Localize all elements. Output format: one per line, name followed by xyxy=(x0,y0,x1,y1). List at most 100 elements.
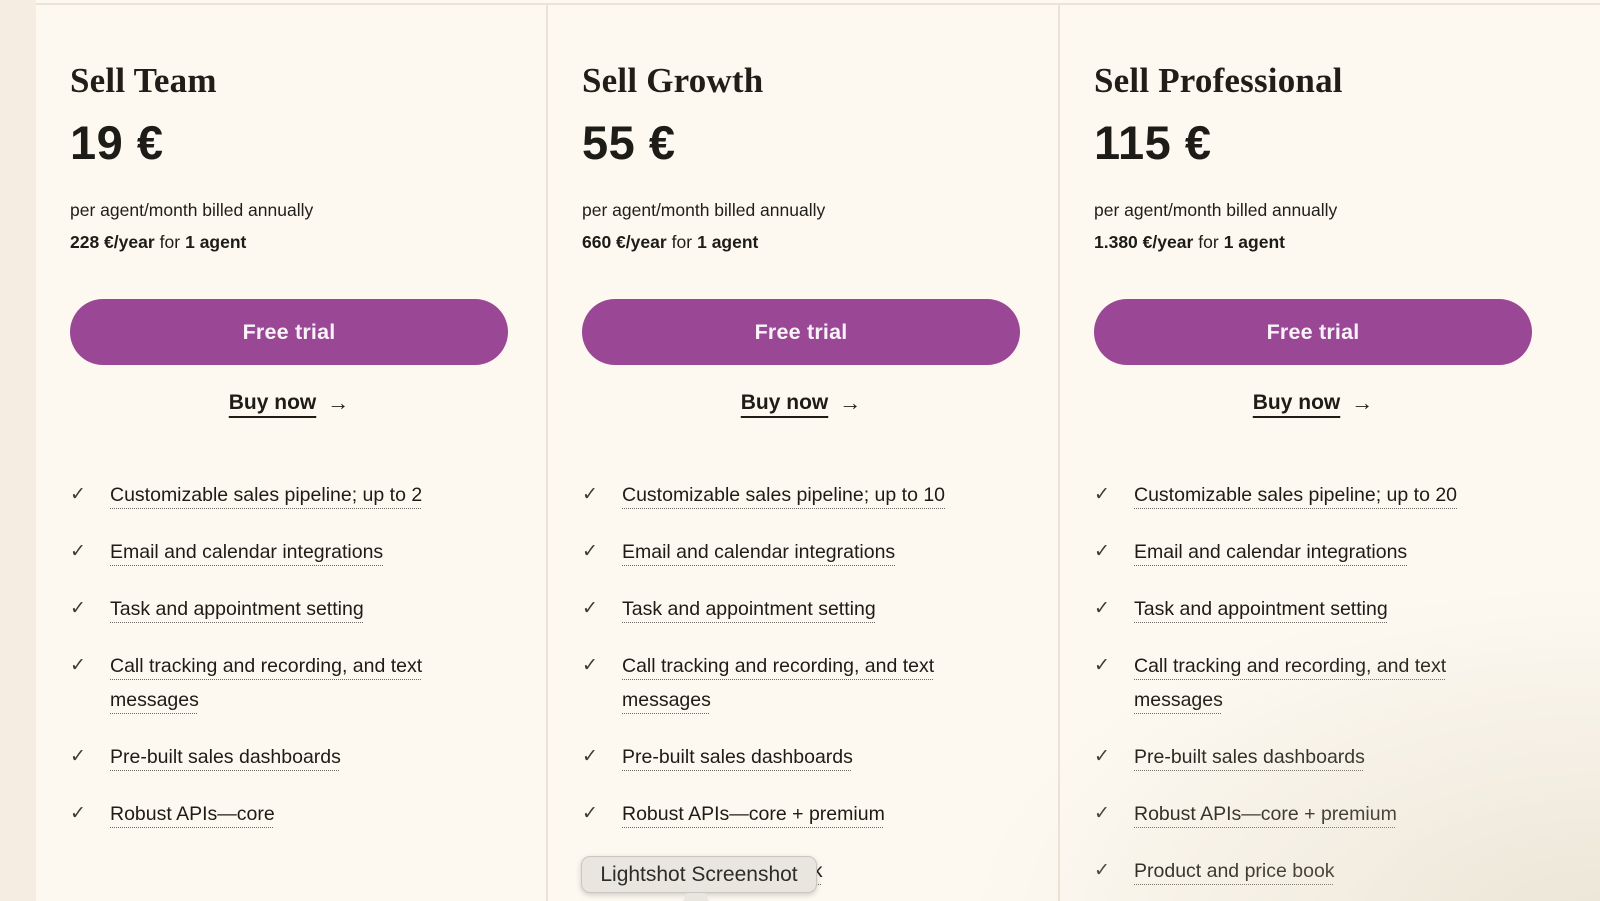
check-icon: ✓ xyxy=(70,655,86,676)
check-icon: ✓ xyxy=(70,803,86,824)
annual-agents: 1 agent xyxy=(185,232,247,252)
feature-item: ✓ Call tracking and recording, and text … xyxy=(1094,649,1582,717)
annual-agents: 1 agent xyxy=(1223,232,1285,252)
feature-list: ✓ Customizable sales pipeline; up to 20 … xyxy=(1094,478,1582,888)
check-icon: ✓ xyxy=(70,746,86,767)
arrow-right-icon: → xyxy=(327,390,350,415)
free-trial-button[interactable]: Free trial xyxy=(70,299,508,365)
annual-connector: for xyxy=(1198,232,1219,252)
check-icon: ✓ xyxy=(582,598,598,619)
buy-now-label: Buy now xyxy=(228,391,317,414)
annual-price-line: 660 €/year for 1 agent xyxy=(582,232,1040,253)
check-icon: ✓ xyxy=(582,803,598,824)
check-icon: ✓ xyxy=(1094,598,1110,619)
billing-note: per agent/month billed annually xyxy=(1094,200,1338,220)
check-icon: ✓ xyxy=(1094,655,1110,676)
pricing-plans-section: Sell Team 19 € per agent/month billed an… xyxy=(36,5,1600,901)
buy-now-row: Buy now → xyxy=(582,390,1020,416)
feature-label[interactable]: Call tracking and recording, and text me… xyxy=(1134,655,1447,711)
plan-card-sell-professional: Sell Professional 115 € per agent/month … xyxy=(1058,5,1600,901)
free-trial-button[interactable]: Free trial xyxy=(1094,299,1532,365)
plan-title: Sell Professional xyxy=(1094,61,1343,100)
check-icon: ✓ xyxy=(1094,746,1110,767)
annual-connector: for xyxy=(159,232,181,252)
annual-price: 228 €/year xyxy=(70,232,155,252)
feature-item: ✓ Customizable sales pipeline; up to 20 xyxy=(1094,478,1582,512)
feature-item: ✓ Call tracking and recording, and text … xyxy=(70,649,528,717)
plan-price: 115 € xyxy=(1094,116,1212,169)
arrow-right-icon: → xyxy=(1351,390,1374,415)
check-icon: ✓ xyxy=(582,541,598,562)
feature-label[interactable]: Email and calendar integrations xyxy=(1134,541,1408,563)
feature-item: ✓ Robust APIs—core + premium xyxy=(1094,797,1582,831)
feature-item: ✓ Pre-built sales dashboards xyxy=(70,740,528,774)
feature-label[interactable]: Email and calendar integrations xyxy=(622,541,896,563)
check-icon: ✓ xyxy=(70,484,86,505)
page-left-margin xyxy=(0,0,36,901)
billing-note: per agent/month billed annually xyxy=(70,200,314,220)
lightshot-tooltip: Lightshot Screenshot xyxy=(581,856,817,901)
annual-connector: for xyxy=(671,232,693,252)
buy-now-label: Buy now xyxy=(1252,391,1341,414)
free-trial-button[interactable]: Free trial xyxy=(582,299,1020,365)
feature-label[interactable]: Product and price book xyxy=(1134,860,1335,882)
feature-label[interactable]: Pre-built sales dashboards xyxy=(1134,746,1365,768)
annual-price-line: 1.380 €/year for 1 agent xyxy=(1094,232,1582,253)
feature-label[interactable]: Email and calendar integrations xyxy=(110,541,384,563)
top-divider xyxy=(36,3,1600,5)
check-icon: ✓ xyxy=(1094,803,1110,824)
check-icon: ✓ xyxy=(70,598,86,619)
check-icon: ✓ xyxy=(1094,860,1110,881)
feature-label[interactable]: Call tracking and recording, and text me… xyxy=(622,655,935,711)
annual-price: 660 €/year xyxy=(582,232,667,252)
check-icon: ✓ xyxy=(582,655,598,676)
feature-item: ✓ Robust APIs—core xyxy=(70,797,528,831)
check-icon: ✓ xyxy=(582,746,598,767)
check-icon: ✓ xyxy=(70,541,86,562)
feature-label[interactable]: Customizable sales pipeline; up to 2 xyxy=(110,484,423,506)
plan-title: Sell Growth xyxy=(582,61,764,100)
feature-label[interactable]: Customizable sales pipeline; up to 20 xyxy=(1134,484,1458,506)
feature-label[interactable]: Task and appointment setting xyxy=(1134,598,1388,620)
plan-title: Sell Team xyxy=(70,61,217,100)
buy-now-link[interactable]: Buy now → xyxy=(229,390,350,416)
feature-label[interactable]: Robust APIs—core + premium xyxy=(622,803,885,825)
feature-label[interactable]: Robust APIs—core + premium xyxy=(1134,803,1397,825)
plan-card-sell-growth: Sell Growth 55 € per agent/month billed … xyxy=(546,5,1058,901)
feature-label[interactable]: Task and appointment setting xyxy=(622,598,876,620)
arrow-right-icon: → xyxy=(839,390,862,415)
buy-now-row: Buy now → xyxy=(70,390,508,416)
feature-item: ✓ Pre-built sales dashboards xyxy=(1094,740,1582,774)
feature-list: ✓ Customizable sales pipeline; up to 2 ✓… xyxy=(70,478,528,831)
buy-now-label: Buy now xyxy=(740,391,829,414)
feature-label[interactable]: Task and appointment setting xyxy=(110,598,364,620)
feature-item: ✓ Email and calendar integrations xyxy=(70,535,528,569)
buy-now-link[interactable]: Buy now → xyxy=(1253,390,1374,416)
feature-item: ✓ Task and appointment setting xyxy=(582,592,1040,626)
feature-item: ✓ Pre-built sales dashboards xyxy=(582,740,1040,774)
check-icon: ✓ xyxy=(582,484,598,505)
feature-label[interactable]: Pre-built sales dashboards xyxy=(622,746,853,768)
plan-price: 55 € xyxy=(582,116,676,169)
feature-item: ✓ Task and appointment setting xyxy=(1094,592,1582,626)
tooltip-tail xyxy=(682,893,710,901)
feature-label[interactable]: Call tracking and recording, and text me… xyxy=(110,655,423,711)
feature-item: ✓ Customizable sales pipeline; up to 2 xyxy=(70,478,528,512)
feature-item: ✓ Email and calendar integrations xyxy=(582,535,1040,569)
plan-card-sell-team: Sell Team 19 € per agent/month billed an… xyxy=(36,5,546,901)
tooltip-label: Lightshot Screenshot xyxy=(600,862,798,886)
check-icon: ✓ xyxy=(1094,484,1110,505)
feature-list: ✓ Customizable sales pipeline; up to 10 … xyxy=(582,478,1040,888)
feature-item: ✓ Customizable sales pipeline; up to 10 xyxy=(582,478,1040,512)
buy-now-link[interactable]: Buy now → xyxy=(741,390,862,416)
annual-agents: 1 agent xyxy=(697,232,759,252)
feature-label[interactable]: Pre-built sales dashboards xyxy=(110,746,341,768)
check-icon: ✓ xyxy=(1094,541,1110,562)
feature-label[interactable]: Robust APIs—core xyxy=(110,803,275,825)
feature-item: ✓ Call tracking and recording, and text … xyxy=(582,649,1040,717)
annual-price-line: 228 €/year for 1 agent xyxy=(70,232,528,253)
billing-note: per agent/month billed annually xyxy=(582,200,826,220)
feature-item: ✓ Product and price book xyxy=(1094,854,1582,888)
annual-price: 1.380 €/year xyxy=(1094,232,1194,252)
feature-label[interactable]: Customizable sales pipeline; up to 10 xyxy=(622,484,946,506)
